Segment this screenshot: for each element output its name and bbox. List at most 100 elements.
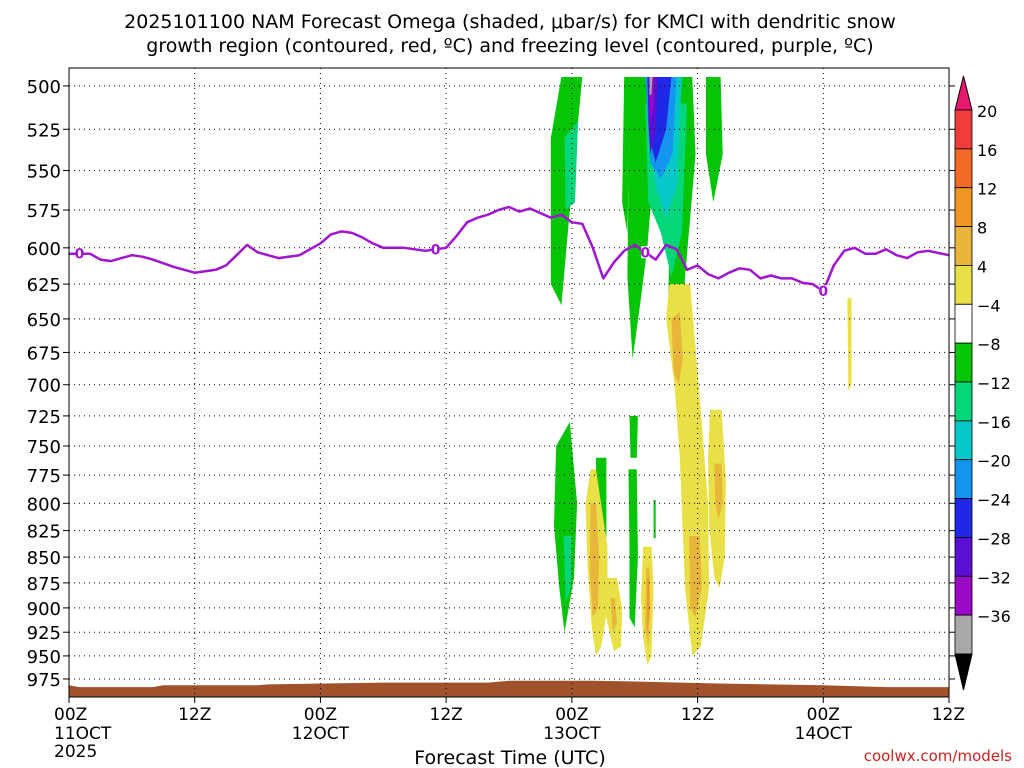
x-tick-date-label: 13OCT: [543, 724, 601, 744]
colorbar-top-arrow: [954, 75, 973, 111]
omega-region-13: [554, 422, 578, 633]
colorbar-swatch: [954, 109, 973, 150]
omega-region-17: [653, 500, 656, 539]
omega-shading: [550, 77, 852, 666]
omega-region-31: [610, 598, 617, 633]
freezing-level-contour: 0 0 0 0: [69, 205, 950, 300]
colorbar-swatch: [954, 420, 973, 461]
colorbar-swatch: [954, 303, 973, 344]
colorbar-swatch: [954, 614, 973, 655]
colorbar-swatch: [954, 342, 973, 383]
colorbar-label: −16: [977, 413, 1011, 432]
colorbar-bottom-arrow: [954, 653, 973, 691]
credit-text: coolwx.com/models: [864, 747, 1012, 765]
chart-title-line-2: growth region (contoured, red, ºC) and f…: [146, 35, 873, 57]
freezing-level-label: 0: [75, 247, 85, 263]
omega-region-12: [706, 77, 723, 203]
colorbar-swatch: [954, 226, 973, 266]
colorbar-label: 16: [977, 141, 997, 160]
colorbar-label: −28: [977, 529, 1011, 548]
y-tick-label: 775: [27, 466, 61, 487]
colorbar-swatch: [954, 265, 973, 305]
colorbar-label: 4: [977, 257, 987, 276]
x-tick-date-label: 11OCT: [54, 724, 112, 744]
x-tick-date-label: 14OCT: [795, 724, 853, 744]
freezing-level-label-bg: [641, 246, 650, 259]
y-tick-label: 850: [27, 548, 61, 569]
y-tick-label: 925: [27, 623, 61, 644]
colorbar-swatch: [954, 575, 973, 616]
y-tick-label: 550: [27, 162, 61, 183]
freezing-level-label: 0: [431, 242, 441, 258]
y-tick-label: 500: [27, 77, 61, 98]
colorbar-label: −36: [977, 607, 1011, 626]
colorbar-swatch: [954, 537, 973, 577]
x-tick-label: 00Z: [304, 705, 337, 725]
y-tick-label: 975: [27, 670, 61, 691]
omega-region-23: [589, 503, 600, 618]
y-tick-label: 750: [27, 437, 61, 458]
x-tick-label: 00Z: [54, 705, 87, 725]
colorbar: 20 16 12 8 4 −4 −8 −12 −16 −20 −24 −28 −32 −36: [954, 75, 1011, 691]
grid-lines: [68, 68, 950, 697]
colorbar-label: −12: [977, 374, 1011, 393]
colorbar-swatch: [954, 148, 973, 189]
y-tick-label: 575: [27, 201, 61, 222]
y-tick-label: 725: [27, 407, 61, 428]
omega-region-27: [647, 577, 650, 633]
freezing-level-line: [69, 205, 950, 293]
omega-region-16: [628, 469, 638, 628]
x-axis-label: Forecast Time (UTC): [414, 747, 605, 768]
y-tick-label: 675: [27, 343, 61, 364]
freezing-level-label-bg: [431, 243, 440, 256]
freezing-level-label-bg: [75, 247, 84, 260]
omega-region-21: [689, 536, 702, 618]
y-tick-label: 600: [27, 239, 61, 260]
omega-region-1: [564, 120, 579, 210]
colorbar-label: −8: [977, 335, 1001, 354]
y-tick-label: 525: [27, 120, 61, 141]
x-tick-label: 12Z: [681, 705, 714, 725]
colorbar-label: −20: [977, 452, 1011, 471]
terrain-polygon: [69, 680, 949, 697]
colorbar-label: −32: [977, 568, 1011, 587]
colorbar-label: 12: [977, 180, 997, 199]
colorbar-swatch: [954, 187, 973, 227]
colorbar-label: −4: [977, 296, 1001, 315]
x-tick-year-label: 2025: [54, 742, 97, 762]
y-tick-label: 800: [27, 494, 61, 515]
y-axis: 500 525 550 575 600 625 650 675 700 725 750 775 800 8…: [27, 77, 955, 691]
x-tick-label: 00Z: [555, 705, 588, 725]
colorbar-label: −24: [977, 491, 1011, 510]
omega-region-11: [649, 77, 653, 95]
y-tick-label: 950: [27, 647, 61, 668]
omega-region-29: [714, 463, 723, 520]
omega-region-20: [671, 312, 683, 385]
omega-region-18: [629, 415, 638, 458]
plot-area: 0 0 0 0: [68, 67, 950, 698]
freezing-level-label-bg: [819, 285, 828, 298]
omega-region-2: [622, 77, 635, 233]
freezing-level-label: 0: [818, 284, 828, 300]
y-tick-label: 650: [27, 310, 61, 331]
y-tick-label: 900: [27, 599, 61, 620]
colorbar-swatch: [954, 381, 973, 422]
omega-region-14: [563, 536, 572, 603]
y-tick-label: 825: [27, 522, 61, 543]
plot-frame: [68, 67, 950, 698]
x-tick-label: 00Z: [807, 705, 840, 725]
y-tick-label: 625: [27, 275, 61, 296]
freezing-level-label: 0: [640, 245, 650, 261]
colorbar-swatch: [954, 459, 973, 499]
y-tick-label: 875: [27, 574, 61, 595]
colorbar-label: 20: [977, 102, 997, 121]
x-tick-date-label: 12OCT: [292, 724, 350, 744]
omega-region-30: [847, 298, 852, 391]
y-tick-label: 700: [27, 376, 61, 397]
x-tick-label: 12Z: [178, 705, 211, 725]
colorbar-swatch: [954, 498, 973, 538]
colorbar-label: 8: [977, 219, 987, 238]
chart-title-line-1: 2025101100 NAM Forecast Omega (shaded, μ…: [124, 11, 896, 33]
